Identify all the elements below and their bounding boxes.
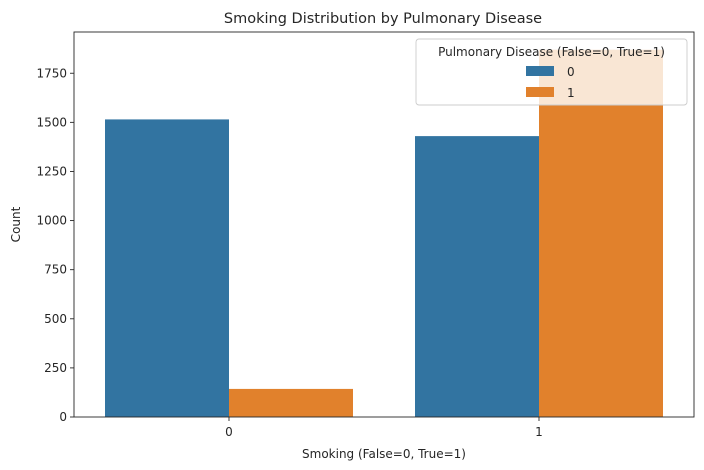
bar-smoking-1-disease-0 [415,136,539,418]
y-axis: 0 250 500 750 1000 1250 1500 1750 [36,66,74,424]
legend: Pulmonary Disease (False=0, True=1) 01 [415,38,688,106]
y-tick-label: 1000 [36,214,67,228]
legend-label-1: 1 [567,86,575,100]
x-tick-label: 1 [535,425,543,439]
x-axis-label: Smoking (False=0, True=1) [302,447,466,461]
legend-title: Pulmonary Disease (False=0, True=1) [438,45,665,59]
bar-smoking-0-disease-0 [105,119,229,417]
y-tick-label: 0 [59,410,67,424]
y-axis-label: Count [9,206,23,242]
y-tick-label: 1750 [36,66,67,80]
plot-frame [73,31,695,418]
bars-group [105,49,663,418]
legend-label-0: 0 [567,65,575,79]
chart-title: Smoking Distribution by Pulmonary Diseas… [224,11,542,27]
y-tick-label: 250 [44,361,67,375]
bar-smoking-0-disease-1 [229,388,353,417]
x-tick-label: 0 [225,425,233,439]
legend-entries: 01 [526,65,575,100]
y-tick-label: 750 [44,263,67,277]
y-tick-label: 1250 [36,164,67,178]
legend-swatch-1 [526,87,554,97]
legend-swatch-0 [526,66,554,76]
bar-smoking-1-disease-1 [539,49,663,418]
y-tick-label: 500 [44,312,67,326]
y-tick-label: 1500 [36,115,67,129]
